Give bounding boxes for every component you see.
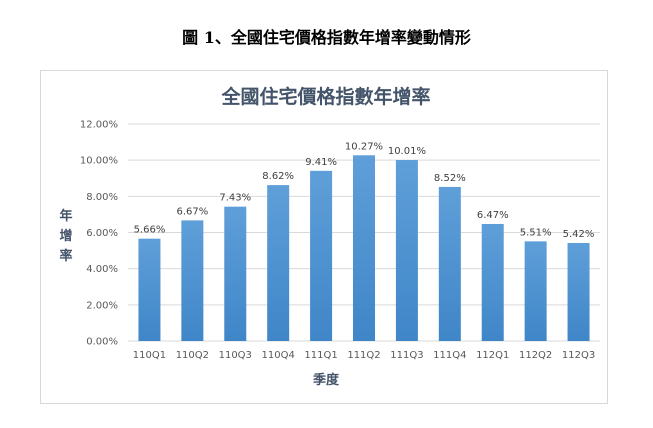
y-tick-label: 8.00% bbox=[86, 192, 118, 203]
x-axis-title: 季度 bbox=[312, 372, 340, 388]
bar-112Q2 bbox=[524, 241, 547, 341]
bar-110Q1 bbox=[138, 238, 161, 341]
svg-text:率: 率 bbox=[59, 248, 72, 264]
data-label: 6.47% bbox=[477, 210, 509, 221]
bar-110Q4 bbox=[267, 185, 290, 341]
x-tick-label: 110Q4 bbox=[262, 350, 295, 361]
bar-111Q2 bbox=[353, 155, 375, 341]
y-tick-label: 6.00% bbox=[86, 228, 118, 239]
data-label: 8.62% bbox=[262, 171, 294, 182]
bar-111Q1 bbox=[310, 170, 333, 341]
y-axis-title: 年增率 bbox=[59, 208, 72, 264]
x-tick-label: 110Q3 bbox=[219, 350, 252, 361]
chart-container bbox=[40, 70, 608, 404]
bar-112Q3 bbox=[567, 242, 590, 341]
x-tick-label: 111Q1 bbox=[304, 350, 337, 361]
bar-111Q4 bbox=[438, 186, 461, 341]
x-tick-label: 112Q2 bbox=[519, 350, 552, 361]
data-label: 8.52% bbox=[434, 173, 466, 184]
bar-110Q3 bbox=[224, 206, 247, 341]
data-label: 9.41% bbox=[305, 157, 337, 168]
x-tick-label: 110Q2 bbox=[176, 350, 209, 361]
data-label: 6.67% bbox=[176, 206, 208, 217]
x-tick-label: 111Q2 bbox=[347, 350, 380, 361]
bar-111Q3 bbox=[395, 159, 418, 341]
data-label: 5.51% bbox=[520, 227, 552, 238]
x-tick-label: 112Q1 bbox=[476, 350, 509, 361]
chart-title: 全國住宅價格指數年增率 bbox=[220, 85, 430, 108]
x-tick-label: 111Q4 bbox=[433, 350, 466, 361]
y-tick-label: 2.00% bbox=[86, 300, 118, 311]
bar-110Q2 bbox=[181, 220, 204, 341]
x-tick-label: 112Q3 bbox=[562, 350, 595, 361]
y-tick-label: 4.00% bbox=[86, 264, 118, 275]
y-tick-label: 12.00% bbox=[80, 120, 118, 131]
figure-caption: 圖 1、全國住宅價格指數年增率變動情形 bbox=[182, 28, 471, 47]
y-tick-label: 0.00% bbox=[86, 337, 118, 348]
svg-text:增: 增 bbox=[59, 228, 72, 244]
x-tick-label: 110Q1 bbox=[133, 350, 166, 361]
data-label: 5.42% bbox=[563, 229, 595, 240]
bar-112Q1 bbox=[481, 224, 504, 341]
y-tick-label: 10.00% bbox=[80, 156, 118, 167]
data-label: 10.01% bbox=[388, 146, 426, 157]
data-label: 5.66% bbox=[134, 225, 166, 236]
x-tick-label: 111Q3 bbox=[390, 350, 423, 361]
svg-text:年: 年 bbox=[59, 208, 72, 224]
data-label: 7.43% bbox=[219, 193, 251, 204]
data-label: 10.27% bbox=[345, 141, 383, 152]
